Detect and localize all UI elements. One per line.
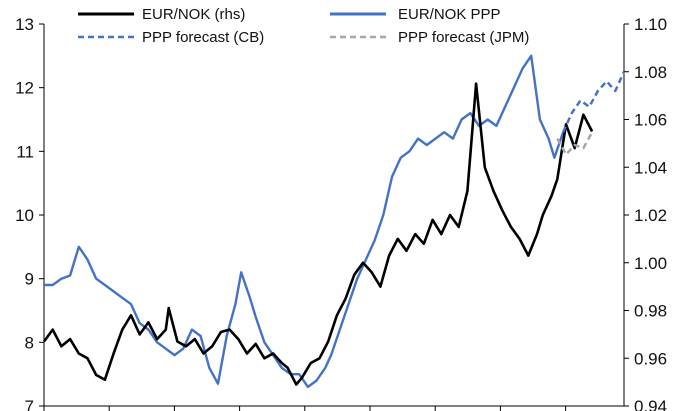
y-left-tick-label: 10 — [15, 206, 34, 225]
axes: 7 8 9 10 11 12 13 0.94 0.96 0.98 1.00 1.02 1.04 1.06 1… — [15, 15, 667, 411]
y-right-tick-label: 1.02 — [634, 206, 667, 225]
y-right-tick-label: 1.00 — [634, 254, 667, 273]
legend-label-ppp: EUR/NOK PPP — [398, 6, 501, 23]
legend-label-jpm: PPP forecast (JPM) — [398, 29, 529, 46]
y-left-tick-label: 12 — [15, 79, 34, 98]
y-right-tick-label: 1.08 — [634, 63, 667, 82]
y-left-tick-label: 11 — [16, 142, 34, 161]
series-line-3 — [556, 131, 594, 156]
y-right-tick-label: 1.06 — [634, 111, 667, 130]
y-right-tick-label: 0.94 — [634, 397, 667, 411]
legend-label-cb: PPP forecast (CB) — [142, 29, 264, 46]
y-left-tick-label: 7 — [25, 397, 34, 411]
y-right-tick-label: 1.04 — [634, 158, 667, 177]
y-left-tick-label: 9 — [25, 270, 34, 289]
y-right-tick-label: 0.96 — [634, 349, 667, 368]
y-right-tick-label: 0.98 — [634, 302, 667, 321]
series-line-1 — [44, 54, 565, 389]
plot-lines — [42, 54, 626, 389]
legend: EUR/NOK (rhs) EUR/NOK PPP PPP forecast (… — [78, 6, 529, 46]
series-line-0 — [42, 82, 594, 386]
legend-label-eurnok: EUR/NOK (rhs) — [142, 6, 245, 23]
series-line-2 — [561, 71, 626, 133]
y-left-tick-label: 8 — [25, 333, 34, 352]
y-right-tick-label: 1.10 — [634, 15, 667, 34]
y-left-tick-label: 13 — [15, 15, 34, 34]
